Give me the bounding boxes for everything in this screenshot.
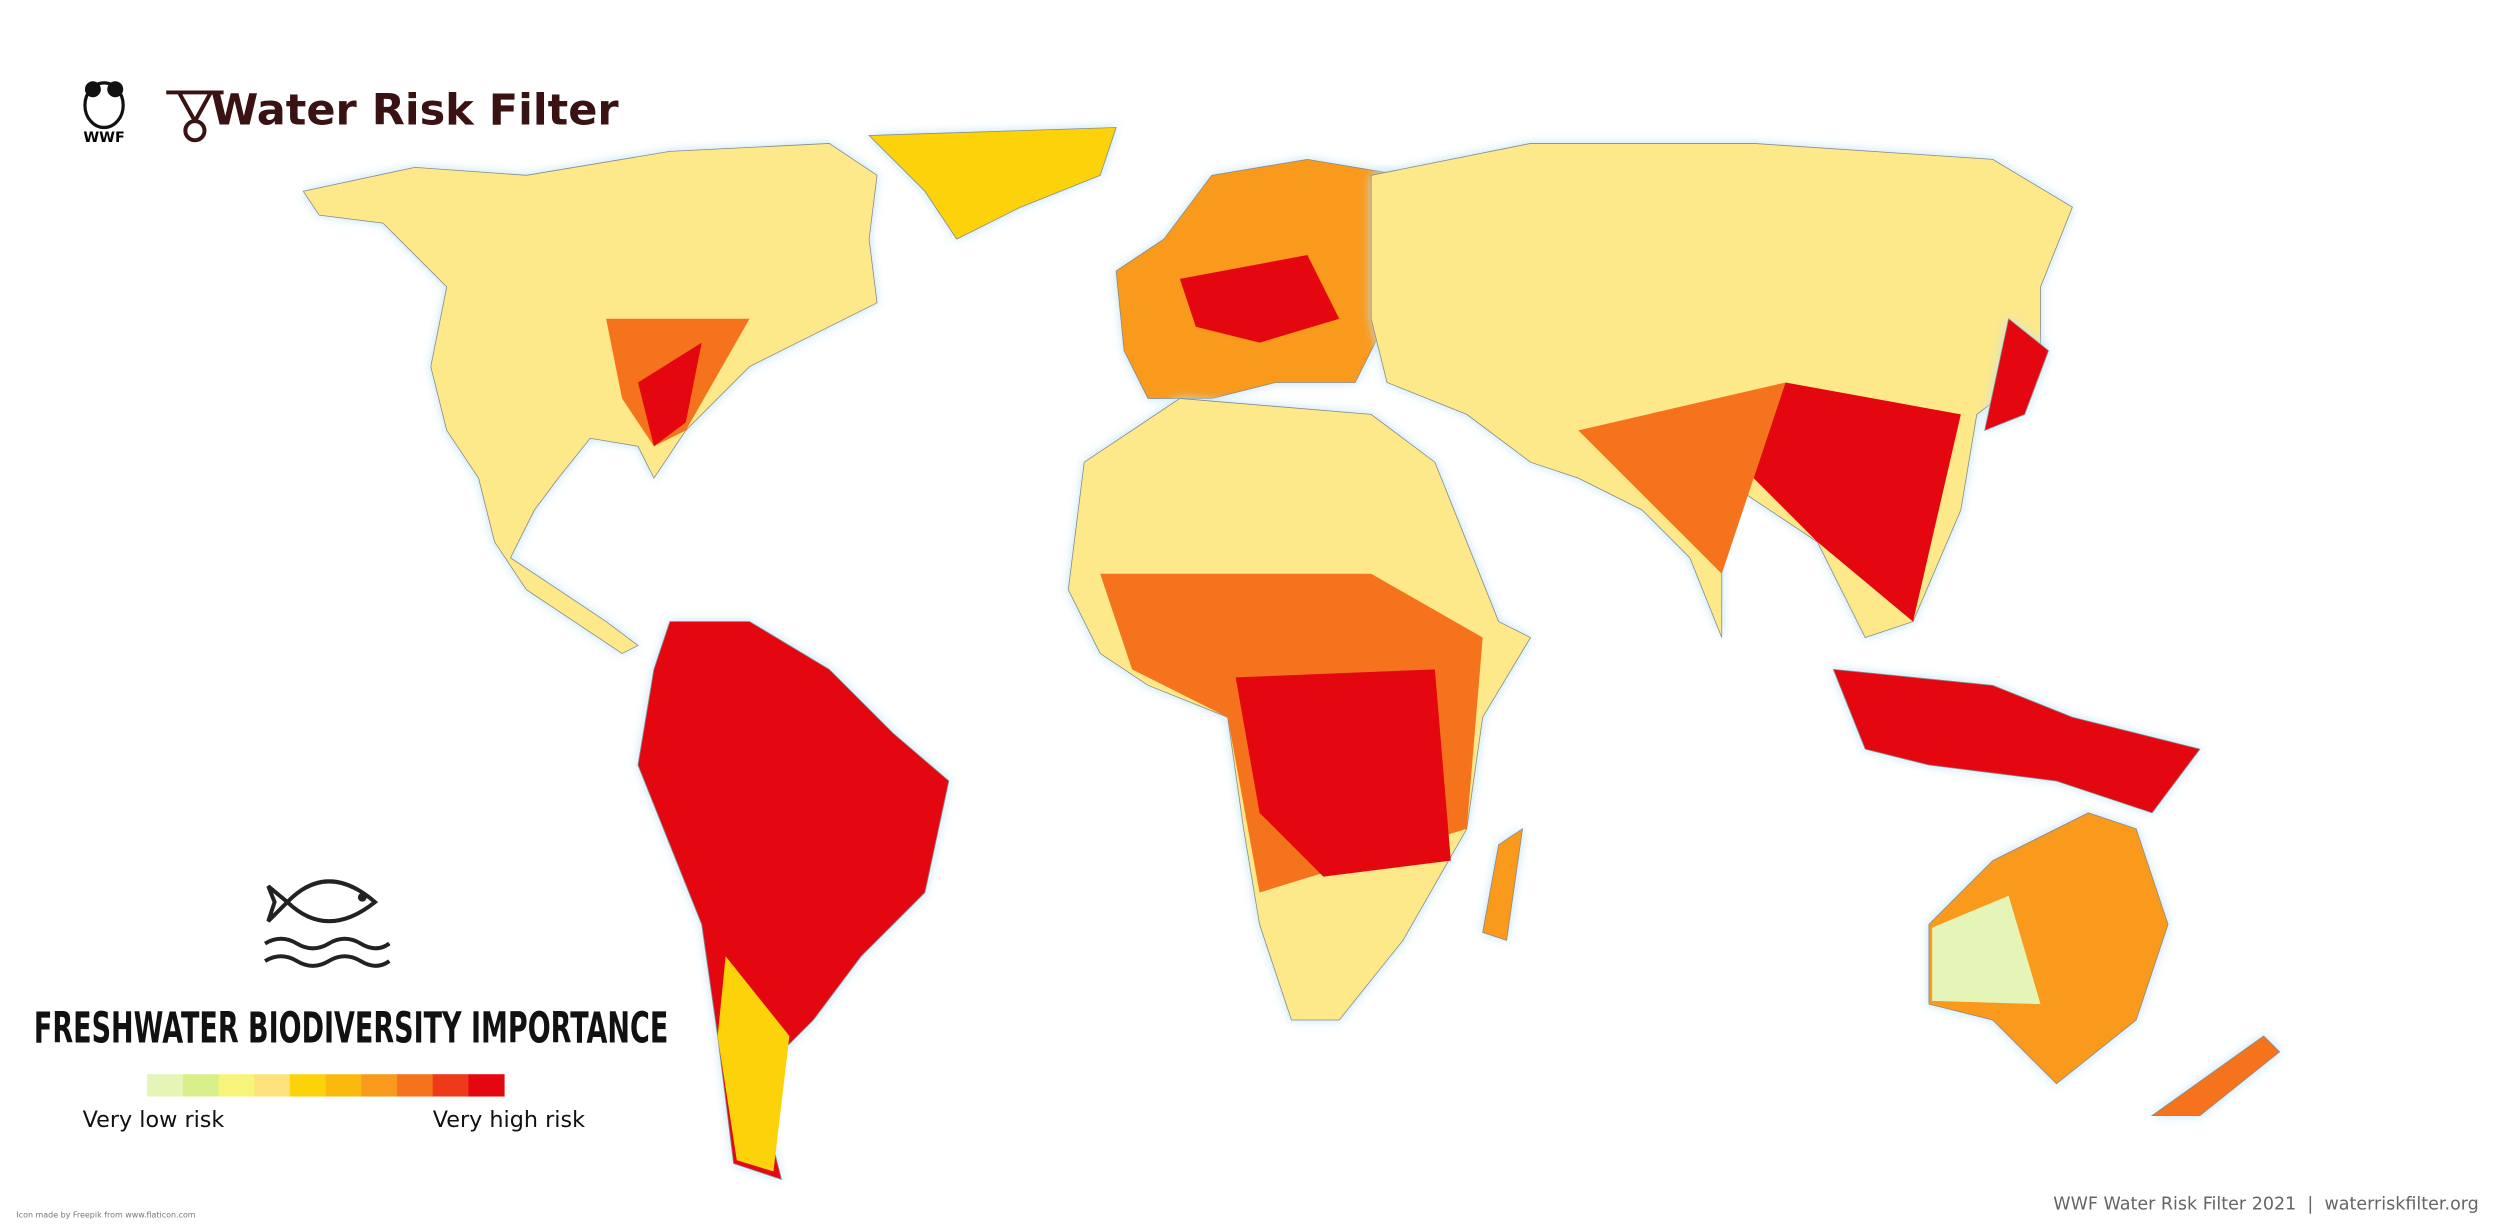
legend-scale: [147, 1074, 505, 1097]
south-america: [637, 621, 950, 1181]
footer: WWF Water Risk Filter 2021 | waterriskfi…: [2053, 1195, 2479, 1215]
legend-swatch: [218, 1074, 255, 1097]
org-name: WWF: [83, 130, 124, 146]
fish-icon: [264, 879, 391, 968]
icon-credit: Icon made by Freepik from www.flaticon.c…: [16, 1211, 195, 1220]
legend-swatch: [397, 1074, 434, 1097]
legend-swatch: [182, 1074, 219, 1097]
madagascar: [1482, 827, 1524, 941]
legend-swatch: [254, 1074, 291, 1097]
region-very-high: [1179, 255, 1340, 343]
region-very-high: [637, 342, 702, 447]
north-america: [302, 143, 878, 654]
indonesia: [1832, 668, 2201, 814]
legend-high-label: Very high risk: [433, 1107, 585, 1133]
legend-swatch: [361, 1074, 398, 1097]
new-zealand: [2150, 1035, 2281, 1117]
region-very-high: [1235, 669, 1451, 877]
region-very-high: [1753, 382, 1961, 622]
legend-title: FRESHWATER BIODIVERSITY IMPORTANCE: [34, 1003, 668, 1053]
legend-swatch: [468, 1074, 505, 1097]
greenland: [868, 127, 1117, 240]
australia: [1928, 812, 2169, 1085]
title: Water Risk Filter: [211, 85, 620, 135]
legend-swatch: [289, 1074, 327, 1097]
legend-low-label: Very low risk: [83, 1107, 225, 1133]
legend-swatch: [325, 1074, 362, 1097]
region-high: [1578, 382, 1786, 574]
wrf-logo: [166, 90, 224, 143]
region-medium: [717, 956, 790, 1172]
wwf-logo: WWF: [83, 81, 125, 146]
legend-swatch: [432, 1074, 469, 1097]
legend-swatch: [147, 1074, 184, 1097]
world-map: [302, 127, 2281, 1181]
japan: [1984, 318, 2049, 431]
region-low: [1932, 895, 2041, 1005]
